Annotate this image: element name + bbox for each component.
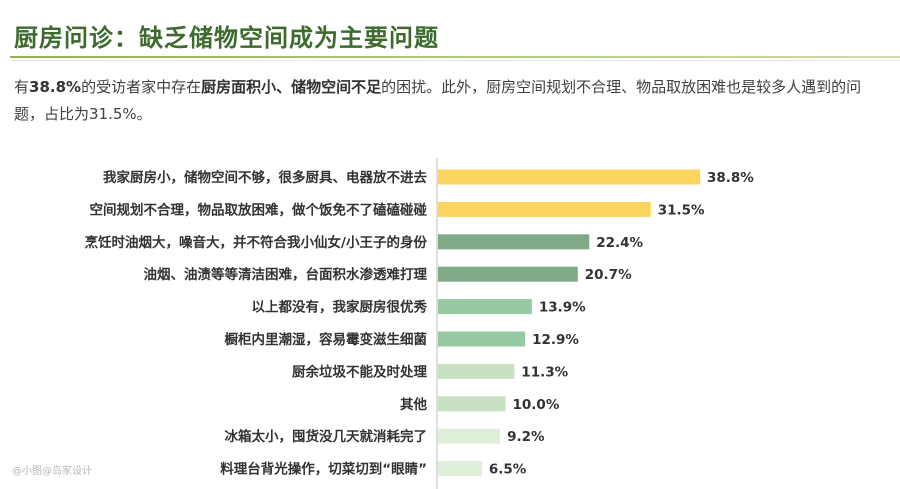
- intro-highlight-percent: 38.8%: [29, 78, 82, 96]
- watermark: @小图@岛家设计: [12, 466, 92, 477]
- bar: [438, 461, 482, 477]
- intro-highlight-issue: 厨房面积小、储物空间不足: [201, 78, 382, 96]
- category-label: 厨余垃圾不能及时处理: [292, 363, 427, 380]
- title-divider: [10, 56, 900, 58]
- bar: [438, 299, 532, 315]
- bar: [438, 234, 590, 250]
- data-label: 12.9%: [532, 332, 579, 348]
- category-label: 冰箱太小，囤货没几天就消耗完了: [225, 428, 428, 445]
- data-label: 31.5%: [658, 202, 705, 218]
- category-label: 料理台背光操作，切菜切到“眼睛”: [220, 461, 427, 478]
- category-label: 其他: [400, 396, 427, 413]
- bar: [438, 428, 501, 444]
- bar-chart: 我家厨房小，储物空间不够，很多厨具、电器放不进去 38.8% 空间规划不合理，物品取…: [85, 158, 754, 489]
- intro-text-2: 的受访者家中存在: [81, 78, 202, 96]
- bar: [438, 396, 506, 412]
- bar: [438, 363, 515, 379]
- data-label: 11.3%: [521, 364, 568, 380]
- bar: [438, 331, 526, 347]
- intro-text-3: 的困扰。此外，厨房空间规划不合理、物品取放困难也是较多人遇到的问题，占比为31.…: [14, 78, 862, 123]
- category-label: 以上都没有，我家厨房很优秀: [252, 299, 428, 316]
- page-title: 厨房问诊：缺乏储物空间成为主要问题: [14, 24, 439, 52]
- intro-text-1: 有: [14, 78, 30, 96]
- title-divider-secondary: [10, 60, 900, 61]
- category-label: 我家厨房小，储物空间不够，很多厨具、电器放不进去: [103, 169, 427, 186]
- category-label: 空间规划不合理，物品取放困难，做个饭免不了磕磕碰碰: [90, 201, 428, 218]
- category-label: 油烟、油渍等等清洁困难，台面积水渗透难打理: [144, 266, 428, 283]
- data-label: 6.5%: [489, 462, 527, 478]
- data-label: 38.8%: [707, 170, 754, 186]
- data-label: 10.0%: [513, 397, 560, 413]
- data-label: 20.7%: [585, 267, 632, 283]
- intro-paragraph: 有38.8%的受访者家中存在厨房面积小、储物空间不足的困扰。此外，厨房空间规划不…: [14, 74, 886, 128]
- category-label: 烹饪时油烟大，噪音大，并不符合我小仙女/小王子的身份: [85, 234, 428, 251]
- category-label: 橱柜内里潮湿，容易霉变滋生细菌: [225, 331, 428, 348]
- data-label: 22.4%: [596, 235, 643, 251]
- data-label: 9.2%: [507, 429, 545, 445]
- data-label: 13.9%: [539, 300, 586, 316]
- bar: [438, 169, 700, 185]
- bar: [438, 201, 651, 217]
- bar: [438, 266, 578, 282]
